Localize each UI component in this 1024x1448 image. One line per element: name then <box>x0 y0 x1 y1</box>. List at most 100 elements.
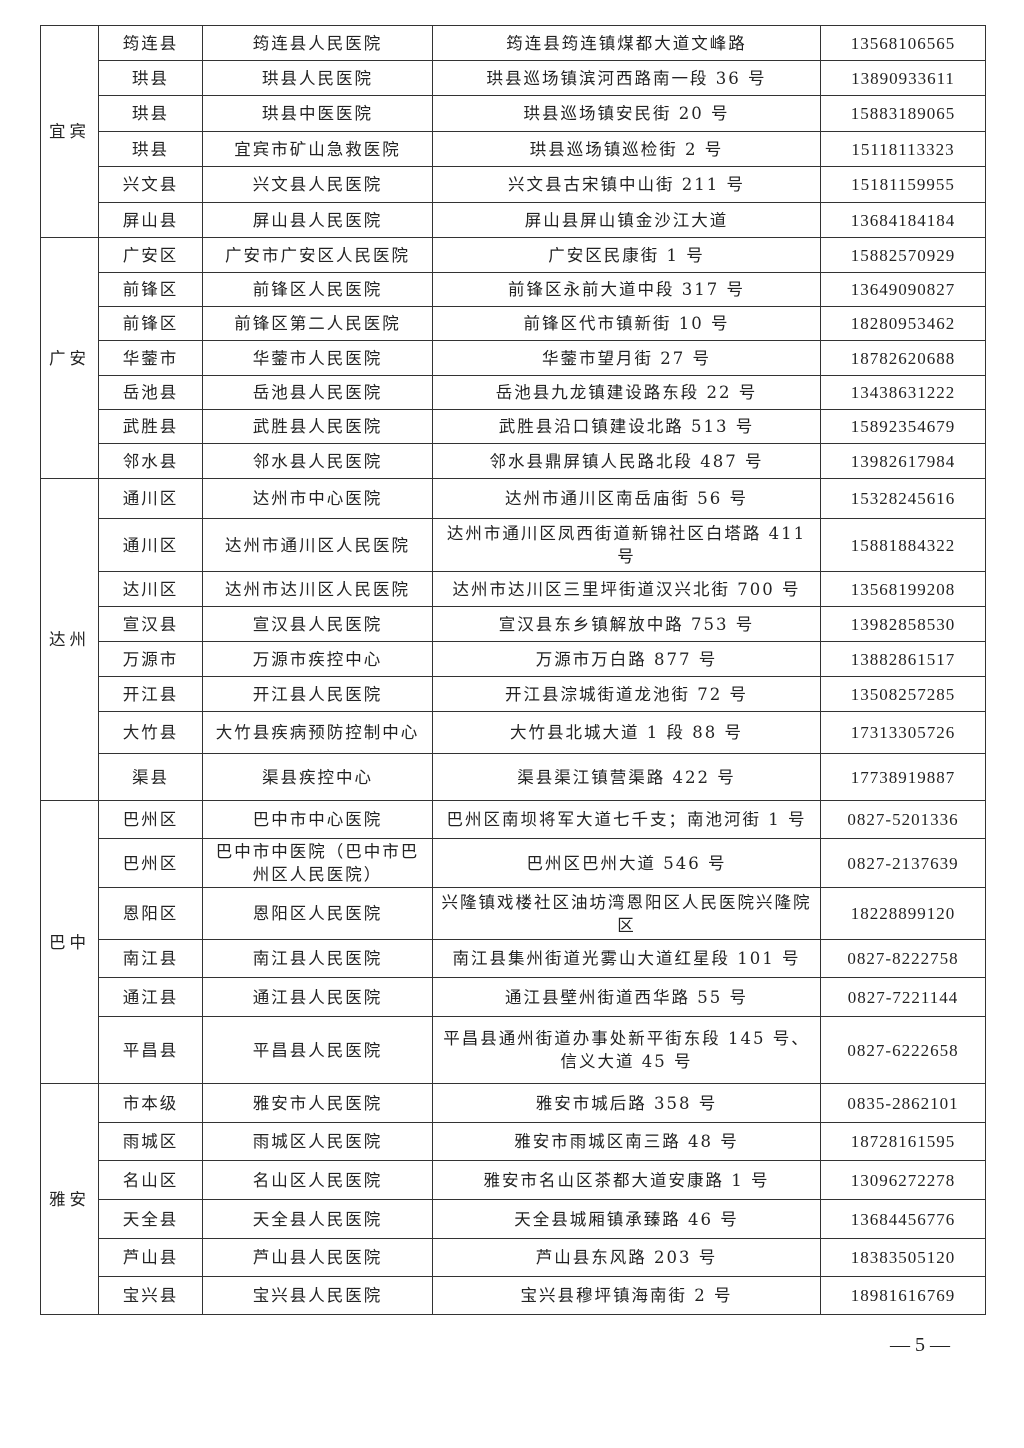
district-cell: 万源市 <box>98 641 203 677</box>
table-row: 武胜县 武胜县人民医院 武胜县沿口镇建设北路 513 号 15892354679 <box>41 409 986 444</box>
hospital-cell: 名山区人民医院 <box>202 1160 433 1200</box>
hospital-cell: 华蓥市人民医院 <box>202 340 433 376</box>
hospital-cell: 大竹县疾病预防控制中心 <box>202 711 433 754</box>
city-cell: 广安 <box>40 237 99 479</box>
district-cell: 通川区 <box>98 518 203 572</box>
district-cell: 名山区 <box>98 1160 203 1200</box>
hospital-cell: 达州市达川区人民医院 <box>202 571 433 607</box>
city-cell: 宜宾 <box>40 25 99 238</box>
table-row: 开江县 开江县人民医院 开江县淙城街道龙池街 72 号 13508257285 <box>41 676 986 712</box>
district-cell: 华蓥市 <box>98 340 203 376</box>
table-row: 珙县 珙县中医医院 珙县巡场镇安民街 20 号 15883189065 <box>41 95 986 132</box>
address-cell: 兴文县古宋镇中山街 211 号 <box>432 166 821 203</box>
table-row: 恩阳区 恩阳区人民医院 兴隆镇戏楼社区油坊湾恩阳区人民医院兴隆院区 182288991… <box>41 887 986 940</box>
table-row: 前锋区 前锋区人民医院 前锋区永前大道中段 317 号 13649090827 <box>41 272 986 307</box>
hospital-cell: 岳池县人民医院 <box>202 375 433 410</box>
address-cell: 前锋区永前大道中段 317 号 <box>432 272 821 307</box>
address-cell: 万源市万白路 877 号 <box>432 641 821 677</box>
district-cell: 南江县 <box>98 939 203 978</box>
hospital-cell: 兴文县人民医院 <box>202 166 433 203</box>
phone-cell: 13882861517 <box>820 641 986 677</box>
address-cell: 通江县壁州街道西华路 55 号 <box>432 977 821 1017</box>
table-row: 名山区 名山区人民医院 雅安市名山区茶都大道安康路 1 号 13096272278 <box>41 1160 986 1200</box>
phone-cell: 18228899120 <box>820 887 986 940</box>
hospital-cell: 雅安市人民医院 <box>202 1083 433 1123</box>
district-cell: 恩阳区 <box>98 887 203 940</box>
table-row: 达州 通川区 达州市中心医院 达州市通川区南岳庙街 56 号 15328245616 <box>40 478 986 801</box>
table-row: 宣汉县 宣汉县人民医院 宣汉县东乡镇解放中路 753 号 13982858530 <box>41 606 986 642</box>
phone-cell: 13890933611 <box>820 60 986 96</box>
phone-cell: 18280953462 <box>820 306 986 341</box>
phone-cell: 18383505120 <box>820 1238 986 1277</box>
table-row: 雅安 市本级 雅安市人民医院 雅安市城后路 358 号 0835-2862101 <box>40 1083 986 1315</box>
hospital-cell: 筠连县人民医院 <box>202 25 433 61</box>
hospital-cell: 开江县人民医院 <box>202 676 433 712</box>
phone-cell: 18782620688 <box>820 340 986 376</box>
table-row: 宝兴县 宝兴县人民医院 宝兴县穆坪镇海南街 2 号 18981616769 <box>41 1276 986 1315</box>
phone-cell: 13508257285 <box>820 676 986 712</box>
address-cell: 宝兴县穆坪镇海南街 2 号 <box>432 1276 821 1315</box>
address-cell: 平昌县通州街道办事处新平街东段 145 号、信义大道 45 号 <box>432 1016 821 1084</box>
table-row: 南江县 南江县人民医院 南江县集州街道光雾山大道红星段 101 号 0827-8222… <box>41 939 986 978</box>
hospital-cell: 珙县中医医院 <box>202 95 433 132</box>
district-cell: 前锋区 <box>98 272 203 307</box>
hospital-cell: 广安市广安区人民医院 <box>202 237 433 273</box>
district-cell: 筠连县 <box>98 25 203 61</box>
hospital-cell: 南江县人民医院 <box>202 939 433 978</box>
district-cell: 天全县 <box>98 1199 203 1239</box>
phone-cell: 18728161595 <box>820 1122 986 1161</box>
district-cell: 巴州区 <box>98 800 203 839</box>
table-row: 珙县 珙县人民医院 珙县巡场镇滨河西路南一段 36 号 13890933611 <box>41 60 986 96</box>
city-cell: 达州 <box>40 478 99 801</box>
district-cell: 岳池县 <box>98 375 203 410</box>
table-row: 珙县 宜宾市矿山急救医院 珙县巡场镇巡检街 2 号 15118113323 <box>41 131 986 167</box>
table-row: 屏山县 屏山县人民医院 屏山县屏山镇金沙江大道 13684184184 <box>41 202 986 238</box>
address-cell: 雅安市城后路 358 号 <box>432 1083 821 1123</box>
district-cell: 宝兴县 <box>98 1276 203 1315</box>
hospital-cell: 宜宾市矿山急救医院 <box>202 131 433 167</box>
city-cell: 雅安 <box>40 1083 99 1315</box>
hospital-cell: 恩阳区人民医院 <box>202 887 433 940</box>
hospital-cell: 平昌县人民医院 <box>202 1016 433 1084</box>
address-cell: 达州市通川区凤西街道新锦社区白塔路 411 号 <box>432 518 821 572</box>
district-cell: 开江县 <box>98 676 203 712</box>
table-row: 平昌县 平昌县人民医院 平昌县通州街道办事处新平街东段 145 号、信义大道 45 … <box>41 1016 986 1084</box>
address-cell: 南江县集州街道光雾山大道红星段 101 号 <box>432 939 821 978</box>
phone-cell: 0827-8222758 <box>820 939 986 978</box>
city-cell: 巴中 <box>40 800 99 1084</box>
district-cell: 渠县 <box>98 753 203 801</box>
address-cell: 岳池县九龙镇建设路东段 22 号 <box>432 375 821 410</box>
district-cell: 大竹县 <box>98 711 203 754</box>
phone-cell: 15118113323 <box>820 131 986 167</box>
phone-cell: 17313305726 <box>820 711 986 754</box>
table-row: 芦山县 芦山县人民医院 芦山县东风路 203 号 18383505120 <box>41 1238 986 1277</box>
phone-cell: 15181159955 <box>820 166 986 203</box>
address-cell: 巴州区南坝将军大道七千支；南池河街 1 号 <box>432 800 821 839</box>
address-cell: 开江县淙城街道龙池街 72 号 <box>432 676 821 712</box>
table-row: 前锋区 前锋区第二人民医院 前锋区代市镇新街 10 号 18280953462 <box>41 306 986 341</box>
phone-cell: 13684184184 <box>820 202 986 238</box>
hospital-cell: 屏山县人民医院 <box>202 202 433 238</box>
address-cell: 前锋区代市镇新街 10 号 <box>432 306 821 341</box>
table-row: 华蓥市 华蓥市人民医院 华蓥市望月街 27 号 18782620688 <box>41 340 986 376</box>
address-cell: 筠连县筠连镇煤都大道文峰路 <box>432 25 821 61</box>
district-cell: 兴文县 <box>98 166 203 203</box>
hospital-cell: 达州市中心医院 <box>202 478 433 519</box>
address-cell: 宣汉县东乡镇解放中路 753 号 <box>432 606 821 642</box>
district-cell: 雨城区 <box>98 1122 203 1161</box>
table-row: 巴中 巴州区 巴中市中心医院 巴州区南坝将军大道七千支；南池河街 1 号 0827-52… <box>40 800 986 1084</box>
phone-cell: 15892354679 <box>820 409 986 444</box>
hospital-cell: 珙县人民医院 <box>202 60 433 96</box>
address-cell: 天全县城厢镇承臻路 46 号 <box>432 1199 821 1239</box>
table-row: 邻水县 邻水县人民医院 邻水县鼎屏镇人民路北段 487 号 13982617984 <box>41 443 986 479</box>
hospital-cell: 前锋区第二人民医院 <box>202 306 433 341</box>
district-cell: 平昌县 <box>98 1016 203 1084</box>
district-cell: 珙县 <box>98 60 203 96</box>
table-row: 通川区 达州市通川区人民医院 达州市通川区凤西街道新锦社区白塔路 411 号 1588… <box>41 518 986 572</box>
table-row: 大竹县 大竹县疾病预防控制中心 大竹县北城大道 1 段 88 号 1731330572… <box>41 711 986 754</box>
phone-cell: 0827-7221144 <box>820 977 986 1017</box>
phone-cell: 13982617984 <box>820 443 986 479</box>
address-cell: 巴州区巴州大道 546 号 <box>432 838 821 888</box>
phone-cell: 13438631222 <box>820 375 986 410</box>
address-cell: 武胜县沿口镇建设北路 513 号 <box>432 409 821 444</box>
